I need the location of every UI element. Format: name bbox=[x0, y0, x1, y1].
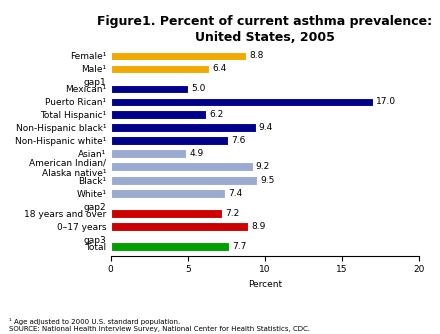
Text: ¹ Age adjusted to 2000 U.S. standard population.
SOURCE: National Health Intervi: ¹ Age adjusted to 2000 U.S. standard pop… bbox=[9, 318, 310, 332]
Bar bbox=[110, 64, 209, 73]
Bar bbox=[110, 149, 186, 158]
Bar bbox=[110, 209, 222, 218]
Bar bbox=[110, 85, 188, 93]
Title: Figure1. Percent of current asthma prevalence:
United States, 2005: Figure1. Percent of current asthma preva… bbox=[97, 15, 433, 44]
Text: 7.2: 7.2 bbox=[225, 209, 239, 218]
Bar bbox=[110, 176, 257, 185]
Text: 7.7: 7.7 bbox=[232, 242, 247, 251]
Bar bbox=[110, 162, 253, 171]
Text: 7.6: 7.6 bbox=[231, 136, 246, 145]
Bar bbox=[110, 123, 256, 132]
Text: 17.0: 17.0 bbox=[376, 97, 396, 106]
Text: 6.4: 6.4 bbox=[213, 64, 227, 73]
Text: 9.2: 9.2 bbox=[256, 162, 270, 171]
X-axis label: Percent: Percent bbox=[248, 280, 282, 289]
Text: 8.9: 8.9 bbox=[251, 222, 265, 231]
Text: 5.0: 5.0 bbox=[191, 84, 205, 93]
Bar bbox=[110, 222, 248, 231]
Text: 6.2: 6.2 bbox=[209, 110, 224, 119]
Text: 8.8: 8.8 bbox=[249, 51, 264, 60]
Text: 9.4: 9.4 bbox=[259, 123, 273, 132]
Bar bbox=[110, 189, 225, 198]
Bar bbox=[110, 51, 246, 60]
Bar bbox=[110, 136, 228, 145]
Text: 4.9: 4.9 bbox=[189, 149, 204, 158]
Text: 7.4: 7.4 bbox=[228, 189, 242, 198]
Bar bbox=[110, 242, 229, 251]
Bar bbox=[110, 111, 206, 119]
Bar bbox=[110, 98, 373, 106]
Text: 9.5: 9.5 bbox=[260, 176, 275, 185]
